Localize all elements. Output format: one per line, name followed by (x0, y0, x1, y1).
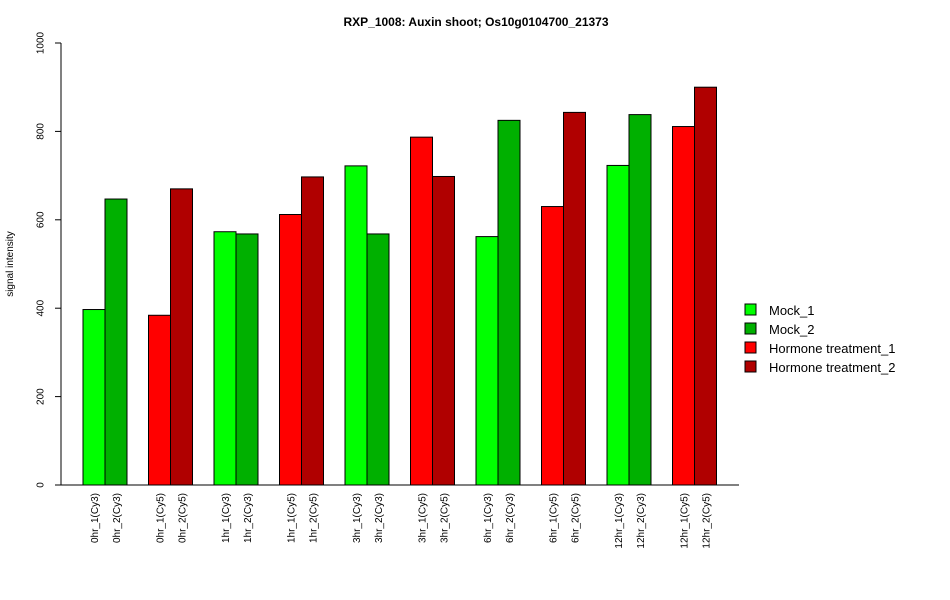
bar (235, 233, 259, 486)
chart-title: RXP_1008: Auxin shoot; Os10g0104700_2137… (343, 15, 608, 29)
x-tick-label: 1hr_2(Cy3) (243, 493, 254, 543)
x-tick-label: 6hr_1(Cy3) (483, 493, 494, 543)
bar (170, 188, 193, 486)
legend-swatch (744, 322, 757, 335)
x-tick-label: 12hr_1(Cy5) (680, 493, 691, 549)
bar (475, 236, 499, 486)
legend-label: Mock_2 (769, 322, 815, 337)
x-tick-label: 12hr_2(Cy3) (636, 493, 647, 549)
y-axis: 0 200 400 600 800 1000 (36, 31, 62, 488)
x-tick-label: 3hr_1(Cy3) (352, 493, 363, 543)
x-tick-label: 1hr_1(Cy3) (221, 493, 232, 543)
bar (497, 119, 521, 486)
bar (563, 111, 586, 486)
x-tick-label: 12hr_2(Cy5) (702, 493, 713, 549)
legend-label: Mock_1 (769, 303, 815, 318)
bar (694, 86, 717, 486)
bar (104, 198, 128, 486)
bar (148, 314, 171, 486)
bar (541, 206, 564, 486)
legend: Mock_1 Mock_2 Hormone treatment_1 Hormone t… (744, 303, 895, 375)
bar (213, 231, 237, 486)
y-tick-label: 1000 (36, 31, 47, 54)
bar (672, 126, 695, 486)
bars (82, 86, 717, 486)
y-tick-label: 0 (36, 482, 47, 488)
legend-swatch (744, 303, 757, 316)
x-tick-label: 6hr_2(Cy3) (505, 493, 516, 543)
x-tick-label: 6hr_2(Cy5) (571, 493, 582, 543)
x-tick-label: 1hr_2(Cy5) (309, 493, 320, 543)
x-tick-label: 3hr_1(Cy5) (418, 493, 429, 543)
legend-swatch (744, 341, 757, 354)
bar (82, 309, 106, 486)
y-tick-label: 600 (36, 211, 47, 228)
x-tick-label: 3hr_2(Cy3) (374, 493, 385, 543)
x-tick-label: 0hr_1(Cy5) (156, 493, 167, 543)
x-tick-label: 0hr_1(Cy3) (90, 493, 101, 543)
bar (606, 164, 630, 486)
bar (279, 213, 302, 486)
legend-swatch (744, 360, 757, 373)
bar (410, 136, 433, 486)
legend-label: Hormone treatment_2 (769, 360, 895, 375)
legend-label: Hormone treatment_1 (769, 341, 895, 356)
x-tick-label: 1hr_1(Cy5) (287, 493, 298, 543)
bar (301, 176, 324, 486)
bar (366, 233, 390, 486)
bar (344, 165, 368, 486)
bar (432, 175, 455, 486)
x-tick-labels: 0hr_1(Cy3) 0hr_2(Cy3) 0hr_1(Cy5) 0hr_2(Cy5)… (90, 493, 713, 549)
y-axis-title: signal intensity (5, 231, 16, 297)
bar (628, 114, 652, 486)
x-tick-label: 0hr_2(Cy3) (112, 493, 123, 543)
x-tick-label: 6hr_1(Cy5) (549, 493, 560, 543)
y-tick-label: 800 (36, 123, 47, 140)
y-tick-label: 400 (36, 299, 47, 316)
x-tick-label: 12hr_1(Cy3) (614, 493, 625, 549)
y-tick-label: 200 (36, 388, 47, 405)
x-tick-label: 0hr_2(Cy5) (178, 493, 189, 543)
x-tick-label: 3hr_2(Cy5) (440, 493, 451, 543)
